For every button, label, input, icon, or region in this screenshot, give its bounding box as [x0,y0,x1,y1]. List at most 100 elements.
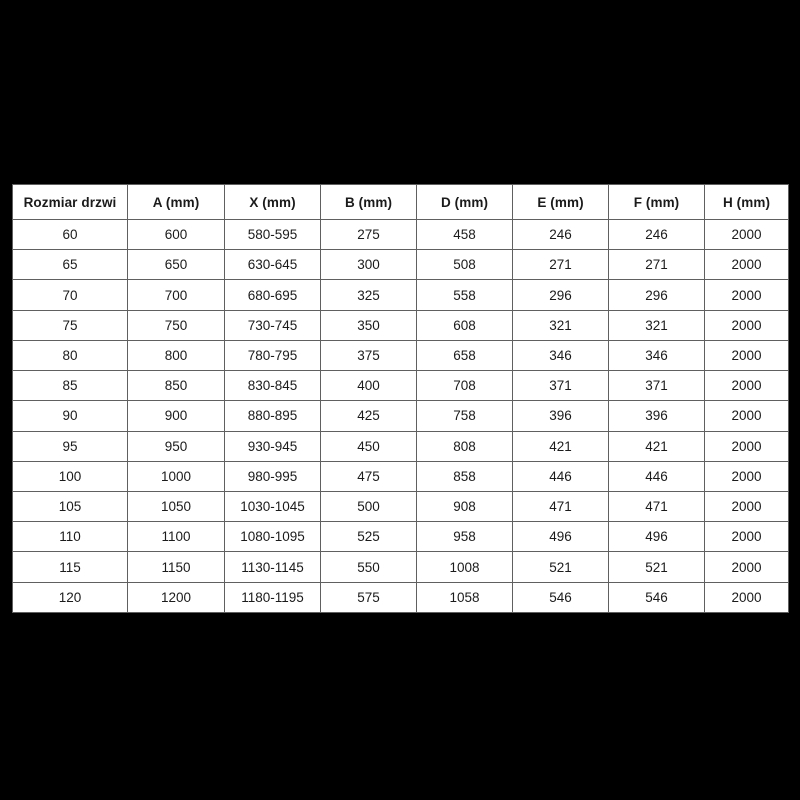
cell-b: 325 [320,279,417,311]
cell-d: 708 [416,370,513,402]
cell-f: 296 [608,279,705,311]
cell-f: 321 [608,309,705,341]
door-size-specification-table: Rozmiar drzwi A (mm) X (mm) B (mm) D (mm) E (… [12,184,789,614]
column-header-size: Rozmiar drzwi [12,184,128,220]
cell-h: 2000 [704,279,789,311]
table-row: 95 950 930-945 450 808 421 421 2000 [12,430,789,462]
cell-d: 1008 [416,551,513,583]
cell-b: 425 [320,400,417,432]
cell-d: 908 [416,490,513,523]
cell-b: 300 [320,249,417,281]
cell-size: 105 [12,490,128,523]
cell-f: 546 [608,581,705,614]
cell-x: 1130-1145 [224,551,321,583]
column-header-a: A (mm) [127,184,225,220]
cell-h: 2000 [704,309,789,341]
cell-b: 500 [320,490,417,523]
cell-size: 70 [12,279,128,311]
cell-e: 471 [512,490,609,523]
cell-f: 421 [608,430,705,462]
cell-h: 2000 [704,490,789,523]
cell-a: 900 [127,400,225,432]
column-header-h: H (mm) [704,184,789,220]
cell-e: 271 [512,249,609,281]
cell-h: 2000 [704,460,789,492]
table-row: 110 1100 1080-1095 525 958 496 496 2000 [12,521,789,553]
column-header-e: E (mm) [512,184,609,220]
cell-b: 550 [320,551,417,583]
cell-a: 950 [127,430,225,462]
cell-d: 758 [416,400,513,432]
cell-e: 446 [512,460,609,492]
cell-f: 471 [608,490,705,523]
cell-h: 2000 [704,521,789,553]
cell-d: 508 [416,249,513,281]
cell-a: 1200 [127,581,225,614]
cell-x: 980-995 [224,460,321,492]
column-header-x: X (mm) [224,184,321,220]
cell-size: 110 [12,521,128,553]
cell-d: 458 [416,218,513,251]
cell-x: 930-945 [224,430,321,462]
cell-size: 85 [12,370,128,402]
cell-b: 400 [320,370,417,402]
column-header-f: F (mm) [608,184,705,220]
cell-size: 75 [12,309,128,341]
cell-f: 346 [608,339,705,372]
cell-b: 275 [320,218,417,251]
specification-table-container: Rozmiar drzwi A (mm) X (mm) B (mm) D (mm) E (… [12,184,789,614]
cell-f: 396 [608,400,705,432]
cell-size: 115 [12,551,128,583]
cell-a: 1050 [127,490,225,523]
table-body: 60 600 580-595 275 458 246 246 2000 65 650 630-645… [12,218,789,614]
cell-a: 650 [127,249,225,281]
cell-d: 658 [416,339,513,372]
cell-a: 600 [127,218,225,251]
table-row: 70 700 680-695 325 558 296 296 2000 [12,279,789,311]
table-row: 105 1050 1030-1045 500 908 471 471 2000 [12,490,789,523]
table-row: 100 1000 980-995 475 858 446 446 2000 [12,460,789,492]
cell-h: 2000 [704,370,789,402]
cell-x: 880-895 [224,400,321,432]
cell-f: 446 [608,460,705,492]
cell-a: 800 [127,339,225,372]
cell-x: 1030-1045 [224,490,321,523]
cell-x: 630-645 [224,249,321,281]
cell-x: 680-695 [224,279,321,311]
table-header-row: Rozmiar drzwi A (mm) X (mm) B (mm) D (mm) E (… [12,184,789,220]
column-header-d: D (mm) [416,184,513,220]
cell-f: 496 [608,521,705,553]
cell-b: 525 [320,521,417,553]
cell-x: 580-595 [224,218,321,251]
cell-size: 60 [12,218,128,251]
cell-e: 296 [512,279,609,311]
cell-h: 2000 [704,218,789,251]
cell-e: 496 [512,521,609,553]
table-header: Rozmiar drzwi A (mm) X (mm) B (mm) D (mm) E (… [12,184,789,220]
cell-x: 730-745 [224,309,321,341]
cell-a: 1150 [127,551,225,583]
cell-e: 546 [512,581,609,614]
cell-f: 246 [608,218,705,251]
cell-x: 1180-1195 [224,581,321,614]
cell-a: 1100 [127,521,225,553]
cell-size: 80 [12,339,128,372]
cell-size: 65 [12,249,128,281]
cell-h: 2000 [704,551,789,583]
table-row: 115 1150 1130-1145 550 1008 521 521 2000 [12,551,789,583]
cell-size: 95 [12,430,128,462]
cell-f: 521 [608,551,705,583]
cell-x: 1080-1095 [224,521,321,553]
column-header-b: B (mm) [320,184,417,220]
cell-size: 90 [12,400,128,432]
table-row: 85 850 830-845 400 708 371 371 2000 [12,370,789,402]
cell-d: 858 [416,460,513,492]
cell-e: 421 [512,430,609,462]
cell-h: 2000 [704,581,789,614]
cell-b: 375 [320,339,417,372]
cell-d: 1058 [416,581,513,614]
table-row: 75 750 730-745 350 608 321 321 2000 [12,309,789,341]
cell-size: 120 [12,581,128,614]
cell-a: 700 [127,279,225,311]
cell-f: 271 [608,249,705,281]
